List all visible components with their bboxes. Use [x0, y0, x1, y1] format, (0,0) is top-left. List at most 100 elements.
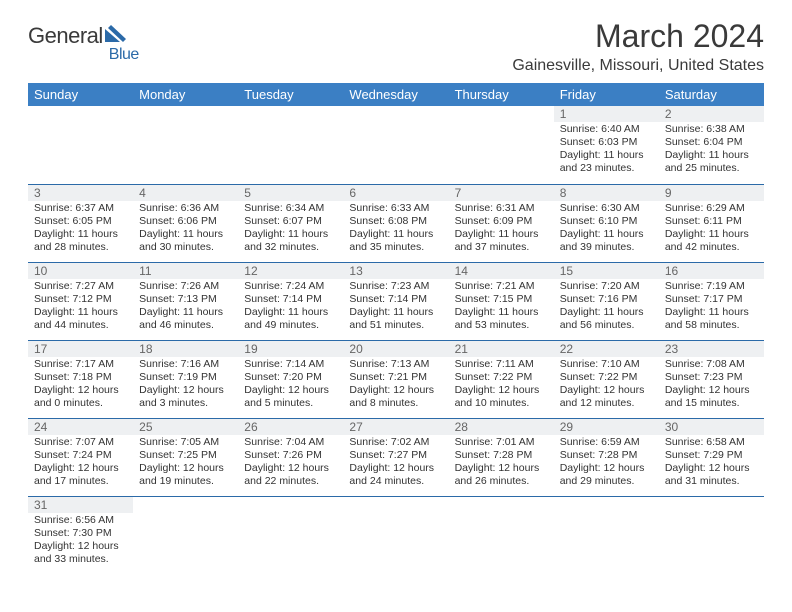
sunrise-line: Sunrise: 6:29 AM	[665, 202, 745, 214]
sunset-line: Sunset: 6:03 PM	[560, 136, 638, 148]
daylight-line1: Daylight: 12 hours	[455, 384, 540, 396]
sunrise-line: Sunrise: 6:58 AM	[665, 436, 745, 448]
calendar-cell: 5Sunrise: 6:34 AMSunset: 6:07 PMDaylight…	[238, 184, 343, 262]
sunrise-line: Sunrise: 6:36 AM	[139, 202, 219, 214]
calendar-cell: 8Sunrise: 6:30 AMSunset: 6:10 PMDaylight…	[554, 184, 659, 262]
daylight-line1: Daylight: 11 hours	[349, 228, 433, 240]
calendar-cell: 16Sunrise: 7:19 AMSunset: 7:17 PMDayligh…	[659, 262, 764, 340]
daylight-line2: and 12 minutes.	[560, 397, 635, 409]
daylight-line1: Daylight: 11 hours	[455, 306, 539, 318]
daylight-line1: Daylight: 12 hours	[560, 384, 645, 396]
sunrise-line: Sunrise: 6:56 AM	[34, 514, 114, 526]
sunrise-line: Sunrise: 7:05 AM	[139, 436, 219, 448]
day-number: 20	[343, 341, 448, 357]
day-detail: Sunrise: 7:19 AMSunset: 7:17 PMDaylight:…	[659, 279, 764, 334]
daylight-line2: and 30 minutes.	[139, 241, 214, 253]
brand-word2: Blue	[109, 46, 139, 64]
calendar-cell: 7Sunrise: 6:31 AMSunset: 6:09 PMDaylight…	[449, 184, 554, 262]
day-number: 16	[659, 263, 764, 279]
daylight-line2: and 44 minutes.	[34, 319, 109, 331]
sunrise-line: Sunrise: 6:37 AM	[34, 202, 114, 214]
calendar-cell: 13Sunrise: 7:23 AMSunset: 7:14 PMDayligh…	[343, 262, 448, 340]
day-number: 9	[659, 185, 764, 201]
daylight-line1: Daylight: 11 hours	[139, 306, 223, 318]
daylight-line1: Daylight: 11 hours	[244, 228, 328, 240]
daylight-line1: Daylight: 11 hours	[139, 228, 223, 240]
sunrise-line: Sunrise: 7:26 AM	[139, 280, 219, 292]
daylight-line2: and 33 minutes.	[34, 553, 109, 565]
sunset-line: Sunset: 7:28 PM	[560, 449, 638, 461]
sunrise-line: Sunrise: 7:20 AM	[560, 280, 640, 292]
sunrise-line: Sunrise: 7:24 AM	[244, 280, 324, 292]
sunrise-line: Sunrise: 7:04 AM	[244, 436, 324, 448]
day-detail: Sunrise: 7:23 AMSunset: 7:14 PMDaylight:…	[343, 279, 448, 334]
sunset-line: Sunset: 7:27 PM	[349, 449, 427, 461]
calendar-row: 1Sunrise: 6:40 AMSunset: 6:03 PMDaylight…	[28, 106, 764, 184]
calendar-cell: 1Sunrise: 6:40 AMSunset: 6:03 PMDaylight…	[554, 106, 659, 184]
daylight-line1: Daylight: 12 hours	[139, 384, 224, 396]
sunset-line: Sunset: 7:22 PM	[455, 371, 533, 383]
calendar-cell: 22Sunrise: 7:10 AMSunset: 7:22 PMDayligh…	[554, 340, 659, 418]
daylight-line1: Daylight: 12 hours	[455, 462, 540, 474]
day-number: 23	[659, 341, 764, 357]
day-number: 13	[343, 263, 448, 279]
month-title: March 2024	[595, 18, 764, 55]
calendar-cell-empty	[449, 496, 554, 574]
calendar-row: 24Sunrise: 7:07 AMSunset: 7:24 PMDayligh…	[28, 418, 764, 496]
sunset-line: Sunset: 6:05 PM	[34, 215, 112, 227]
calendar-row: 10Sunrise: 7:27 AMSunset: 7:12 PMDayligh…	[28, 262, 764, 340]
daylight-line2: and 42 minutes.	[665, 241, 740, 253]
day-detail: Sunrise: 6:29 AMSunset: 6:11 PMDaylight:…	[659, 201, 764, 256]
daylight-line2: and 31 minutes.	[665, 475, 740, 487]
day-number: 15	[554, 263, 659, 279]
daylight-line1: Daylight: 11 hours	[244, 306, 328, 318]
calendar-cell: 25Sunrise: 7:05 AMSunset: 7:25 PMDayligh…	[133, 418, 238, 496]
day-number: 26	[238, 419, 343, 435]
weekday-header: Thursday	[449, 83, 554, 106]
day-number: 14	[449, 263, 554, 279]
daylight-line2: and 10 minutes.	[455, 397, 530, 409]
daylight-line2: and 35 minutes.	[349, 241, 424, 253]
calendar-cell-empty	[133, 106, 238, 184]
daylight-line2: and 51 minutes.	[349, 319, 424, 331]
daylight-line1: Daylight: 12 hours	[349, 462, 434, 474]
calendar-cell: 12Sunrise: 7:24 AMSunset: 7:14 PMDayligh…	[238, 262, 343, 340]
calendar-row: 17Sunrise: 7:17 AMSunset: 7:18 PMDayligh…	[28, 340, 764, 418]
daylight-line1: Daylight: 12 hours	[349, 384, 434, 396]
sunset-line: Sunset: 6:04 PM	[665, 136, 743, 148]
daylight-line1: Daylight: 12 hours	[665, 384, 750, 396]
day-number: 2	[659, 106, 764, 122]
daylight-line2: and 46 minutes.	[139, 319, 214, 331]
day-number: 31	[28, 497, 133, 513]
day-detail: Sunrise: 6:37 AMSunset: 6:05 PMDaylight:…	[28, 201, 133, 256]
day-detail: Sunrise: 7:11 AMSunset: 7:22 PMDaylight:…	[449, 357, 554, 412]
daylight-line1: Daylight: 12 hours	[244, 384, 329, 396]
day-number: 21	[449, 341, 554, 357]
sunrise-line: Sunrise: 7:10 AM	[560, 358, 640, 370]
day-detail: Sunrise: 7:08 AMSunset: 7:23 PMDaylight:…	[659, 357, 764, 412]
daylight-line2: and 29 minutes.	[560, 475, 635, 487]
day-detail: Sunrise: 7:16 AMSunset: 7:19 PMDaylight:…	[133, 357, 238, 412]
daylight-line2: and 5 minutes.	[244, 397, 313, 409]
weekday-header-row: SundayMondayTuesdayWednesdayThursdayFrid…	[28, 83, 764, 106]
sunrise-line: Sunrise: 7:27 AM	[34, 280, 114, 292]
calendar-cell: 9Sunrise: 6:29 AMSunset: 6:11 PMDaylight…	[659, 184, 764, 262]
day-number: 29	[554, 419, 659, 435]
sunset-line: Sunset: 7:30 PM	[34, 527, 112, 539]
day-detail: Sunrise: 7:05 AMSunset: 7:25 PMDaylight:…	[133, 435, 238, 490]
sunset-line: Sunset: 7:15 PM	[455, 293, 533, 305]
sunset-line: Sunset: 7:28 PM	[455, 449, 533, 461]
daylight-line1: Daylight: 11 hours	[34, 228, 118, 240]
daylight-line2: and 49 minutes.	[244, 319, 319, 331]
daylight-line1: Daylight: 12 hours	[665, 462, 750, 474]
weekday-header: Sunday	[28, 83, 133, 106]
calendar-cell: 27Sunrise: 7:02 AMSunset: 7:27 PMDayligh…	[343, 418, 448, 496]
sunrise-line: Sunrise: 7:13 AM	[349, 358, 429, 370]
sunrise-line: Sunrise: 7:17 AM	[34, 358, 114, 370]
calendar-cell: 3Sunrise: 6:37 AMSunset: 6:05 PMDaylight…	[28, 184, 133, 262]
calendar-cell-empty	[449, 106, 554, 184]
day-detail: Sunrise: 7:07 AMSunset: 7:24 PMDaylight:…	[28, 435, 133, 490]
calendar-cell: 29Sunrise: 6:59 AMSunset: 7:28 PMDayligh…	[554, 418, 659, 496]
daylight-line2: and 19 minutes.	[139, 475, 214, 487]
day-detail: Sunrise: 6:56 AMSunset: 7:30 PMDaylight:…	[28, 513, 133, 568]
